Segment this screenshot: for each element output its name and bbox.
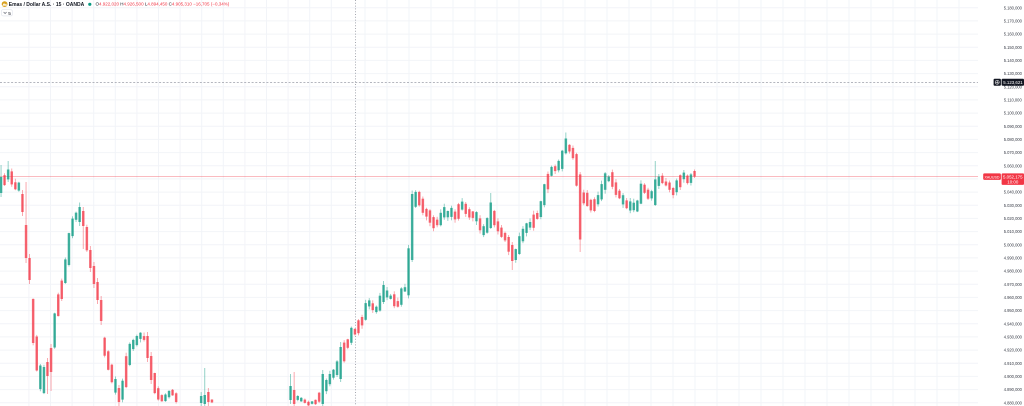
- svg-text:5.150,000: 5.150,000: [1004, 45, 1023, 50]
- svg-text:5.170,000: 5.170,000: [1004, 18, 1023, 23]
- svg-text:5.100,000: 5.100,000: [1004, 111, 1023, 116]
- svg-text:5.090,000: 5.090,000: [1004, 124, 1023, 129]
- svg-text:4.960,000: 4.960,000: [1004, 295, 1023, 300]
- svg-text:4.970,000: 4.970,000: [1004, 282, 1023, 287]
- svg-text:O4.922,020 H4.926,500 L4.894,4: O4.922,020 H4.926,500 L4.894,450 C4.905,…: [96, 2, 230, 7]
- svg-text:5.180,000: 5.180,000: [1004, 5, 1023, 10]
- svg-text:4.880,000: 4.880,000: [1004, 400, 1023, 405]
- svg-text:5.030,000: 5.030,000: [1004, 203, 1023, 208]
- svg-text:4.950,000: 4.950,000: [1004, 308, 1023, 313]
- svg-text:4.910,000: 4.910,000: [1004, 361, 1023, 366]
- svg-text:4.900,000: 4.900,000: [1004, 374, 1023, 379]
- svg-text:4.980,000: 4.980,000: [1004, 269, 1023, 274]
- svg-text:5.130,000: 5.130,000: [1004, 71, 1023, 76]
- svg-text:5.020,000: 5.020,000: [1004, 216, 1023, 221]
- svg-text:5.010,000: 5.010,000: [1004, 229, 1023, 234]
- svg-text:5.040,000: 5.040,000: [1004, 190, 1023, 195]
- svg-text:5.070,000: 5.070,000: [1004, 150, 1023, 155]
- svg-text:4.930,000: 4.930,000: [1004, 334, 1023, 339]
- svg-text:5.052,175: 5.052,175: [1003, 174, 1023, 179]
- svg-text:4.920,000: 4.920,000: [1004, 348, 1023, 353]
- svg-text:5.060,000: 5.060,000: [1004, 163, 1023, 168]
- svg-text:5.123,621: 5.123,621: [1003, 80, 1023, 85]
- svg-text:Emas / Dollar A.S. · 15 · OAND: Emas / Dollar A.S. · 15 · OANDA: [9, 2, 85, 8]
- svg-text:4.990,000: 4.990,000: [1004, 255, 1023, 260]
- svg-text:5: 5: [8, 11, 11, 17]
- svg-text:5.110,000: 5.110,000: [1004, 97, 1023, 102]
- svg-text:5.140,000: 5.140,000: [1004, 58, 1023, 63]
- svg-text:5.000,000: 5.000,000: [1004, 242, 1023, 247]
- svg-text:XAUUSD: XAUUSD: [985, 175, 1000, 179]
- svg-text:5.120,000: 5.120,000: [1004, 84, 1023, 89]
- svg-text:5.160,000: 5.160,000: [1004, 32, 1023, 37]
- svg-text:4.940,000: 4.940,000: [1004, 321, 1023, 326]
- svg-text:10:00: 10:00: [1007, 180, 1019, 185]
- svg-text:5.080,000: 5.080,000: [1004, 137, 1023, 142]
- svg-text:4.890,000: 4.890,000: [1004, 387, 1023, 392]
